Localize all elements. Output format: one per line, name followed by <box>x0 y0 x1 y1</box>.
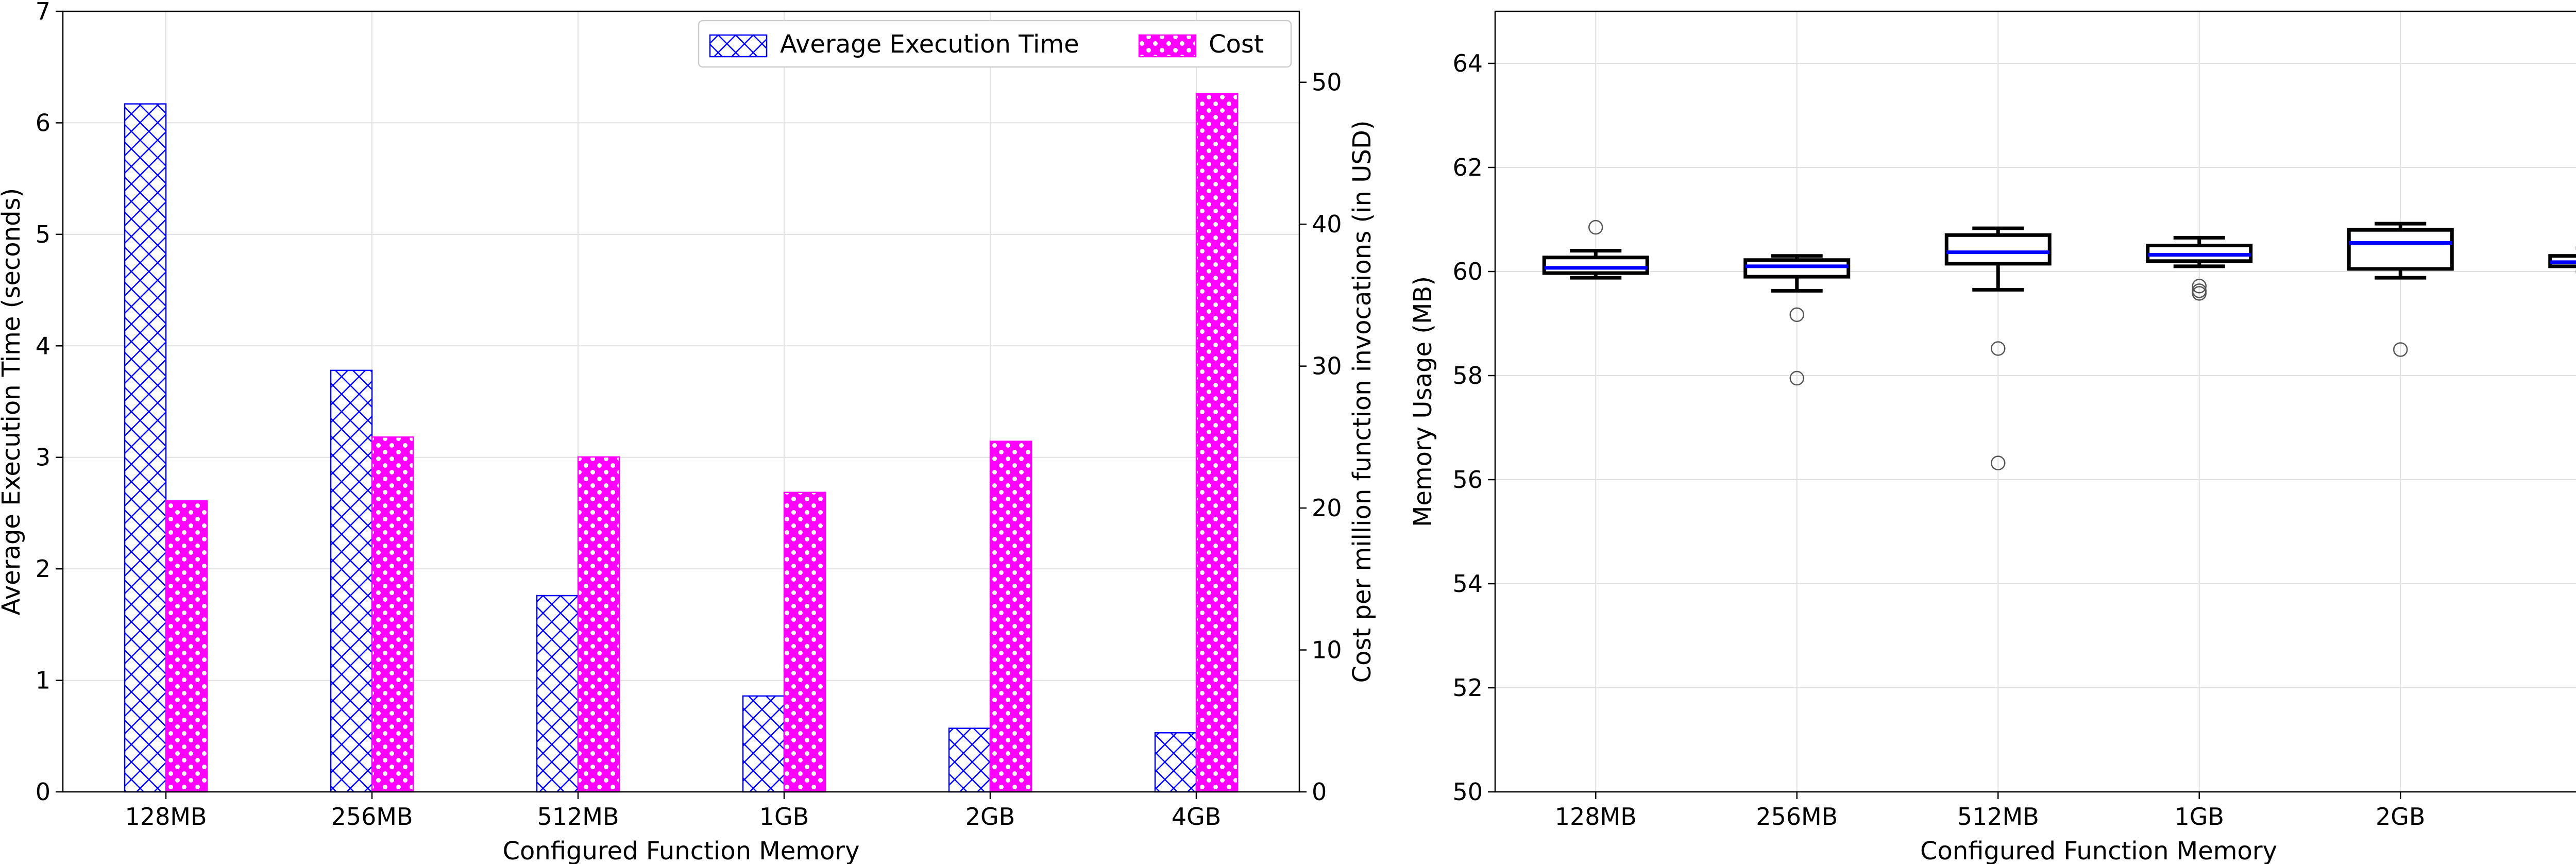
left-y-tick-label: 2 <box>36 555 50 583</box>
left-y2-tick-label: 40 <box>1312 210 1342 238</box>
left-x-tick-label: 128MB <box>125 803 207 831</box>
box-outlier <box>1588 219 1603 235</box>
left-y2-axis-ticks: 0 10 20 30 40 50 <box>1299 69 1342 806</box>
left-y2-axis-label: Cost per million function invocations (i… <box>1348 120 1377 683</box>
left-y2-tick-label: 30 <box>1312 352 1342 380</box>
box-iqr <box>1542 256 1649 275</box>
right-y-tick-label: 62 <box>1452 154 1483 181</box>
box-group <box>1944 226 2052 470</box>
right-x-tick-label: 512MB <box>1957 803 2039 831</box>
right-y-tick-label: 58 <box>1452 362 1483 389</box>
bar-cost <box>989 441 1032 793</box>
left-plot-frame <box>62 10 1300 793</box>
left-y2-tick-label: 10 <box>1312 636 1342 664</box>
left-x-tick-label: 4GB <box>1172 803 1221 831</box>
bar-cost <box>577 456 620 793</box>
box-outlier <box>2192 279 2207 294</box>
left-y-tick-label: 5 <box>36 221 50 248</box>
box-outlier <box>2393 342 2408 357</box>
right-x-tick-label: 1GB <box>2175 803 2224 831</box>
bar-cost <box>371 436 414 793</box>
bar-execution-time <box>742 695 785 793</box>
left-x-tick-label: 2GB <box>965 803 1015 831</box>
left-y-tick-label: 4 <box>36 332 50 360</box>
legend: Average Execution Time Cost <box>698 20 1292 68</box>
right-gridlines <box>1495 11 2576 792</box>
left-y-tick-label: 3 <box>36 444 50 471</box>
right-y-tick-label: 64 <box>1452 49 1483 77</box>
bar-execution-time <box>948 727 991 793</box>
left-x-tick-label: 512MB <box>537 803 619 831</box>
right-boxes <box>1542 219 2576 470</box>
bar-cost <box>783 492 826 793</box>
left-gridlines <box>63 11 1299 792</box>
left-x-tick-label: 256MB <box>331 803 413 831</box>
right-x-tick-label: 2GB <box>2376 803 2425 831</box>
legend-label-cost: Cost <box>1209 30 1264 59</box>
right-y-tick-label: 50 <box>1452 778 1483 806</box>
left-x-axis-label: Configured Function Memory <box>503 837 860 864</box>
right-y-tick-label: 56 <box>1452 466 1483 494</box>
bar-cost <box>165 500 208 793</box>
box-group <box>1743 254 1851 386</box>
left-y-axis-ticks: 0 1 2 3 4 5 6 7 <box>36 0 63 806</box>
box-group <box>1542 219 1649 280</box>
right-y-tick-label: 52 <box>1452 674 1483 702</box>
box-outlier <box>1991 455 2006 470</box>
left-bars <box>124 93 1239 793</box>
left-y-tick-label: 7 <box>36 0 50 25</box>
bar-execution-time <box>536 595 579 793</box>
box-iqr <box>1944 233 2052 266</box>
right-y-axis-ticks: 50 52 54 56 58 60 62 64 <box>1452 49 1495 806</box>
box-outlier <box>2192 286 2207 301</box>
left-y-tick-label: 1 <box>36 667 50 694</box>
bar-execution-time <box>330 369 373 793</box>
left-x-axis-ticks: 128MB 256MB 512MB 1GB 2GB 4GB <box>125 792 1221 831</box>
right-x-tick-label: 128MB <box>1555 803 1637 831</box>
right-x-axis-label: Configured Function Memory <box>1920 837 2277 864</box>
right-y-tick-label: 60 <box>1452 258 1483 285</box>
right-x-tick-label: 256MB <box>1756 803 1838 831</box>
legend-swatch-execution-time <box>709 34 768 58</box>
legend-swatch-cost <box>1138 34 1197 58</box>
left-y-tick-label: 6 <box>36 109 50 137</box>
box-outlier <box>1789 370 1804 386</box>
legend-label-execution-time: Average Execution Time <box>780 30 1079 59</box>
left-y2-tick-label: 0 <box>1312 778 1327 806</box>
box-iqr <box>2347 228 2454 271</box>
bar-cost <box>1195 93 1239 793</box>
left-y2-tick-label: 20 <box>1312 494 1342 522</box>
right-plot-frame <box>1494 10 2576 793</box>
right-y-axis-label: Memory Usage (MB) <box>1409 276 1437 527</box>
box-iqr <box>1743 258 1851 279</box>
bar-execution-time <box>124 103 167 793</box>
box-group <box>2347 222 2454 357</box>
box-outlier <box>1991 341 2006 356</box>
right-y-tick-label: 54 <box>1452 570 1483 598</box>
left-y2-tick-label: 50 <box>1312 69 1342 96</box>
left-y-tick-label: 0 <box>36 778 50 806</box>
bar-execution-time <box>1154 732 1197 793</box>
box-group <box>2548 246 2576 274</box>
left-x-tick-label: 1GB <box>759 803 809 831</box>
box-group <box>2146 235 2253 301</box>
left-y-axis-label: Average Execution Time (seconds) <box>0 188 26 616</box>
box-outlier <box>1789 307 1804 323</box>
execution-cost-bar-chart: 0 1 2 3 4 5 6 7 0 10 20 30 40 50 128MB 256MB 512MB 1GB 2… <box>0 0 1377 864</box>
